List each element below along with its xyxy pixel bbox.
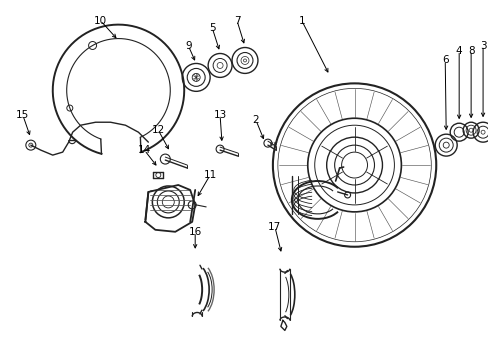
Text: 12: 12 <box>151 125 164 135</box>
Text: 15: 15 <box>16 110 29 120</box>
Text: 7: 7 <box>233 15 240 26</box>
Text: 3: 3 <box>479 41 486 50</box>
Text: 17: 17 <box>268 222 281 232</box>
Text: 8: 8 <box>467 45 473 55</box>
Text: 14: 14 <box>138 145 151 155</box>
Text: 4: 4 <box>455 45 462 55</box>
Text: 1: 1 <box>298 15 305 26</box>
Text: 11: 11 <box>203 170 216 180</box>
Text: 10: 10 <box>94 15 107 26</box>
Text: 13: 13 <box>213 110 226 120</box>
Text: 6: 6 <box>441 55 447 66</box>
Text: 5: 5 <box>208 23 215 33</box>
Text: 9: 9 <box>184 41 191 50</box>
Text: 2: 2 <box>252 115 259 125</box>
Text: 16: 16 <box>188 227 202 237</box>
